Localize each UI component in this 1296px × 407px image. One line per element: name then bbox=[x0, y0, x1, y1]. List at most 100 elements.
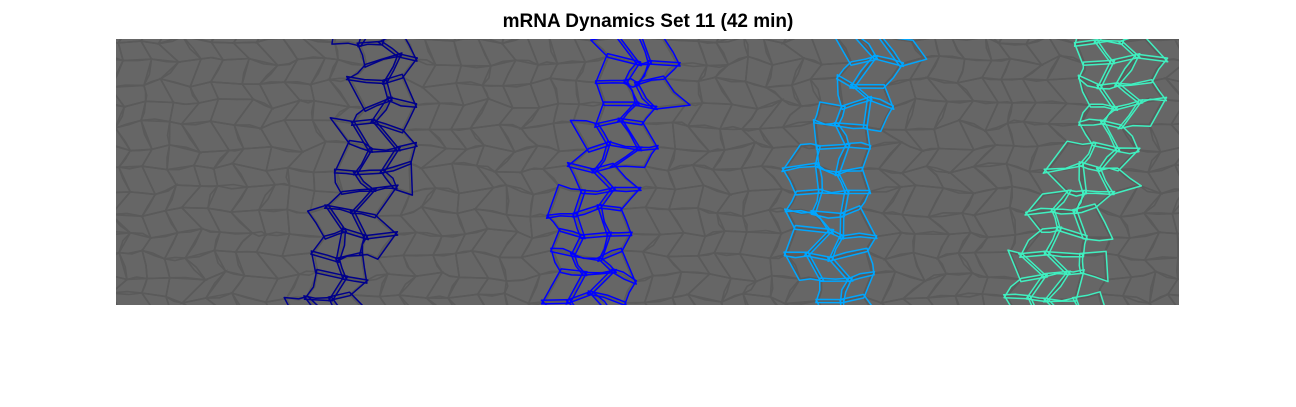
stripe-3-cell bbox=[783, 208, 835, 235]
stripe-2-cell bbox=[638, 39, 681, 67]
stripe-1-cell bbox=[379, 141, 418, 174]
stripe-1-cell bbox=[329, 117, 374, 153]
background-cell bbox=[900, 296, 934, 305]
stripe-4-cell bbox=[1007, 249, 1049, 283]
stripe-3-cell bbox=[781, 142, 822, 173]
background-cell bbox=[1175, 256, 1179, 280]
stripe-4-cell bbox=[1042, 268, 1085, 303]
background-cell bbox=[597, 80, 638, 105]
stripe-3-cell bbox=[810, 210, 845, 240]
stripe-2-cell bbox=[586, 268, 638, 305]
stripe-2-cell bbox=[596, 186, 642, 212]
stripe-3-cell bbox=[834, 141, 872, 177]
background-cell bbox=[503, 273, 542, 305]
background-cell bbox=[419, 205, 467, 237]
background-cell bbox=[1121, 294, 1152, 305]
stripe-4-cell bbox=[1043, 225, 1088, 258]
stripe-2-cell bbox=[622, 78, 659, 111]
background-cell bbox=[881, 39, 925, 66]
background-cell bbox=[282, 81, 316, 104]
background-cell bbox=[424, 297, 454, 305]
background-cell bbox=[740, 98, 785, 132]
background-cell bbox=[448, 127, 486, 151]
background-cell bbox=[713, 230, 748, 255]
background-cell bbox=[231, 41, 280, 67]
background-cell bbox=[1146, 147, 1179, 174]
background-cell bbox=[686, 125, 726, 153]
stripe-1-cell bbox=[310, 227, 347, 264]
background-cell bbox=[166, 143, 202, 171]
stripe-3-cell bbox=[849, 83, 895, 111]
stripe-4-cell bbox=[1078, 161, 1115, 196]
background-cell bbox=[1171, 196, 1179, 215]
stripe-4-cell bbox=[1113, 78, 1168, 105]
stripe-1-cell bbox=[303, 268, 349, 302]
stripe-4-cell bbox=[1026, 294, 1055, 305]
stripe-1-cell bbox=[303, 295, 339, 305]
background-cell bbox=[841, 191, 870, 217]
background-cell bbox=[925, 165, 976, 195]
stripe-1-cell bbox=[333, 168, 377, 195]
background-cell bbox=[1163, 66, 1179, 83]
stripe-3-cell bbox=[784, 188, 824, 215]
background-cell bbox=[116, 103, 126, 129]
background-cell bbox=[671, 293, 696, 305]
background-cell bbox=[741, 208, 783, 235]
stripe-2-cell bbox=[591, 140, 644, 174]
stripe-2-cell bbox=[617, 117, 659, 152]
background-cell bbox=[1119, 98, 1165, 129]
background-cell bbox=[116, 84, 147, 108]
stripe-1-cell bbox=[356, 40, 403, 68]
stripe-4-cell bbox=[1099, 99, 1144, 130]
stripe-1-cell bbox=[370, 118, 418, 152]
stripe-4-cell bbox=[1071, 291, 1105, 305]
background-cell bbox=[1073, 293, 1103, 305]
stripe-3-cell bbox=[855, 39, 905, 68]
background-cell bbox=[925, 147, 976, 174]
background-cell bbox=[204, 270, 246, 299]
background-cell bbox=[619, 232, 662, 253]
stripe-1-cell bbox=[349, 209, 399, 240]
stripe-2-cell bbox=[609, 144, 659, 169]
background-cell bbox=[763, 84, 803, 108]
stripe-4-cell bbox=[1024, 207, 1062, 234]
background-cell bbox=[284, 270, 320, 300]
background-cell bbox=[379, 39, 417, 61]
stripe-4-cell bbox=[1042, 140, 1097, 174]
background-cell bbox=[1143, 39, 1177, 42]
background-cell bbox=[503, 291, 531, 305]
background-cell bbox=[527, 300, 551, 305]
background-cell bbox=[926, 187, 975, 219]
background-cell bbox=[686, 273, 733, 303]
background-cell bbox=[981, 293, 1013, 305]
stripe-3-cell bbox=[839, 293, 873, 305]
background-cell bbox=[1027, 296, 1053, 305]
background-cell bbox=[1049, 39, 1087, 66]
stripe-2-cell bbox=[596, 204, 633, 237]
stripe-1-cell bbox=[381, 52, 419, 85]
stripe-2-cell bbox=[590, 39, 642, 67]
stripe-outlines bbox=[283, 39, 1169, 305]
stripe-4-cell bbox=[1099, 119, 1140, 155]
stripe-2-cell bbox=[590, 162, 642, 193]
stripe-3-cell bbox=[815, 298, 845, 305]
stripe-3-cell bbox=[810, 188, 850, 219]
stripe-4-cell bbox=[1025, 270, 1072, 303]
background-cell bbox=[926, 294, 960, 305]
background-cell bbox=[713, 55, 750, 83]
background-cell bbox=[501, 59, 540, 87]
background-cell bbox=[643, 296, 676, 305]
background-cell bbox=[446, 293, 485, 305]
background-cell bbox=[997, 39, 1030, 46]
stripe-4-cell bbox=[1078, 141, 1121, 173]
background-cell bbox=[140, 165, 178, 196]
stripe-2-cell bbox=[616, 101, 658, 126]
stripe-2-cell bbox=[597, 231, 633, 263]
background-cell bbox=[454, 64, 492, 87]
stripe-2-cell bbox=[566, 161, 617, 195]
background-cell bbox=[284, 296, 316, 305]
background-cell bbox=[744, 55, 774, 89]
stripe-1-cell bbox=[379, 160, 414, 196]
background-cell bbox=[203, 292, 241, 305]
background-cell bbox=[476, 292, 508, 305]
